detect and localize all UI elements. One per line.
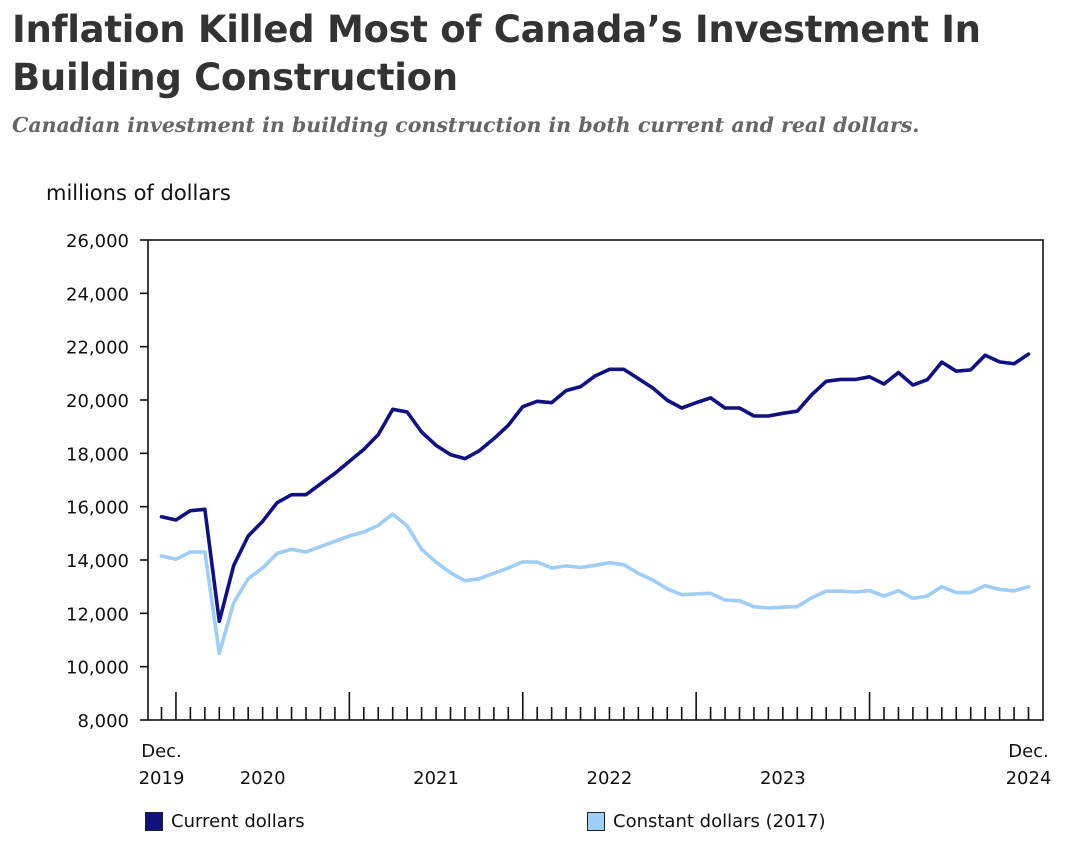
y-tick-label: 8,000 [77,711,129,732]
x-tick-label-month: Dec. [1008,741,1049,762]
x-tick-label-year: 2023 [760,768,806,789]
y-tick-label: 26,000 [66,231,129,252]
page-title: Inflation Killed Most of Canada’s Invest… [12,8,981,99]
y-tick-label: 14,000 [66,551,129,572]
legend-swatch-current [145,812,163,831]
legend-swatch-constant [587,812,605,831]
y-tick-label: 20,000 [66,391,129,412]
y-tick-label: 22,000 [66,338,129,359]
x-tick-label-year: 2024 [1006,768,1052,789]
series-line-constant-dollars [159,512,1031,656]
y-tick-label: 18,000 [66,444,129,465]
series-line-current-dollars [159,352,1031,624]
plot-frame [147,239,1044,721]
x-tick-label-year: 2022 [587,768,633,789]
y-tick-label: 16,000 [66,498,129,519]
legend-label-current: Current dollars [171,811,305,832]
x-tick-label-year: 2020 [240,768,286,789]
legend-label-constant: Constant dollars (2017) [613,811,826,832]
y-tick-label: 12,000 [66,604,129,625]
y-axis-label: millions of dollars [46,181,231,205]
y-tick-label: 10,000 [66,658,129,679]
page-subtitle: Canadian investment in building construc… [12,113,920,137]
legend-item-constant: Constant dollars (2017) [587,811,825,832]
x-tick-label-year: 2021 [413,768,459,789]
x-tick-label-month: Dec. [141,741,182,762]
y-tick-label: 24,000 [66,284,129,305]
legend-item-current: Current dollars [145,811,305,832]
x-tick-label-year: 2019 [139,768,185,789]
